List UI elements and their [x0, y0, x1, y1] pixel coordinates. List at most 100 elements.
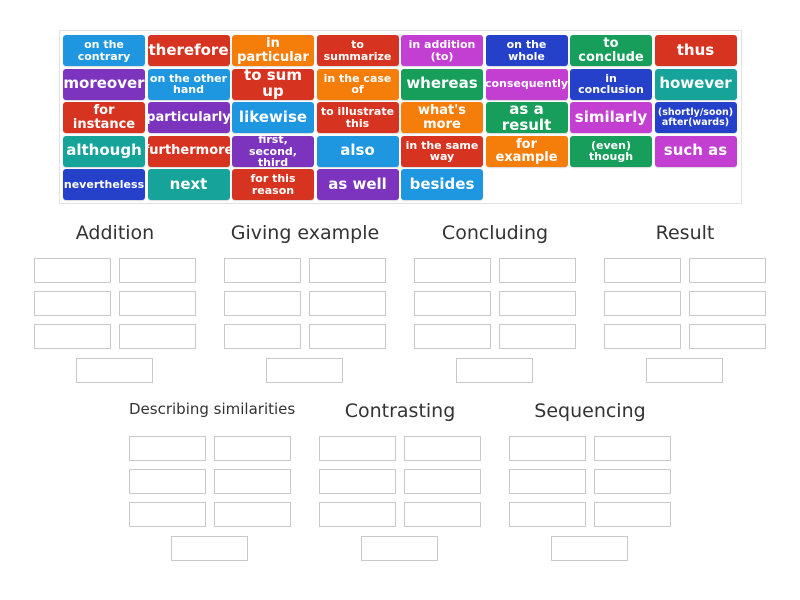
word-tile[interactable]: in the case of	[316, 68, 399, 100]
drop-slot-contrasting[interactable]	[319, 502, 396, 527]
word-tile[interactable]: for this reason	[232, 169, 314, 201]
drop-slot-sequencing[interactable]	[509, 502, 586, 527]
word-tile[interactable]: next	[147, 169, 230, 201]
drop-slot-addition[interactable]	[119, 258, 196, 283]
drop-slot-concluding[interactable]	[414, 324, 491, 349]
word-tile[interactable]: consequently	[485, 68, 568, 100]
drop-slot-concluding[interactable]	[414, 258, 491, 283]
word-tile[interactable]: likewise	[232, 102, 314, 134]
drop-slot-addition[interactable]	[119, 291, 196, 316]
word-tile[interactable]: furthermore	[147, 135, 230, 167]
drop-slot-contrasting[interactable]	[361, 536, 438, 561]
drop-slot-describing-similarities[interactable]	[214, 436, 291, 461]
word-tile[interactable]: such as	[654, 135, 737, 167]
word-tile[interactable]: moreover	[63, 68, 145, 100]
word-tile-label: for this reason	[250, 172, 296, 197]
drop-slot-giving-example[interactable]	[224, 258, 301, 283]
drop-slot-giving-example[interactable]	[224, 324, 301, 349]
word-tile[interactable]: in conclusion	[570, 68, 652, 100]
word-tile[interactable]: whereas	[401, 68, 483, 100]
drop-slot-result[interactable]	[646, 358, 723, 383]
drop-slot-describing-similarities[interactable]	[129, 436, 206, 461]
word-tile[interactable]: to summarize	[316, 35, 399, 66]
drop-slot-sequencing[interactable]	[551, 536, 628, 561]
word-tile-label: for example	[495, 136, 558, 166]
drop-slot-result[interactable]	[689, 324, 766, 349]
drop-slot-addition[interactable]	[119, 324, 196, 349]
word-tile-label: in addition (to)	[408, 37, 476, 63]
word-tile[interactable]: nevertheless	[63, 169, 145, 201]
drop-slot-result[interactable]	[689, 258, 766, 283]
word-tile[interactable]: to sum up	[232, 68, 314, 100]
drop-slot-addition[interactable]	[34, 258, 111, 283]
drop-slot-giving-example[interactable]	[309, 291, 386, 316]
word-tile[interactable]: in the same way	[401, 135, 483, 167]
word-tile-label: whereas	[406, 74, 478, 93]
word-tile[interactable]: although	[63, 135, 145, 167]
word-tile[interactable]: thus	[654, 35, 737, 66]
drop-slot-concluding[interactable]	[499, 291, 576, 316]
drop-slot-addition[interactable]	[34, 324, 111, 349]
word-tile[interactable]: as well	[316, 169, 399, 201]
word-tile[interactable]: to conclude	[570, 35, 652, 66]
word-tile[interactable]: (even) though	[570, 135, 652, 167]
drop-slot-giving-example[interactable]	[309, 324, 386, 349]
group-title-giving-example: Giving example	[230, 222, 380, 244]
drop-slot-sequencing[interactable]	[594, 436, 671, 461]
word-tile-label: such as	[663, 141, 728, 160]
word-tile[interactable]: particularly	[147, 102, 230, 134]
word-tile[interactable]: as a result	[485, 102, 568, 134]
group-title-contrasting: Contrasting	[344, 400, 456, 422]
word-tile[interactable]: for instance	[63, 102, 145, 134]
drop-slot-describing-similarities[interactable]	[214, 502, 291, 527]
drop-slot-describing-similarities[interactable]	[129, 469, 206, 494]
word-tile[interactable]: (shortly/soon) after(wards)	[654, 102, 737, 134]
word-tile-label: to conclude	[578, 35, 644, 65]
word-tile-label: on the contrary	[77, 37, 131, 63]
word-tile-label: besides	[409, 175, 475, 194]
drop-slot-describing-similarities[interactable]	[171, 536, 248, 561]
drop-slot-concluding[interactable]	[456, 358, 533, 383]
drop-slot-contrasting[interactable]	[404, 502, 481, 527]
drop-slot-giving-example[interactable]	[266, 358, 343, 383]
word-tile[interactable]: therefore	[147, 35, 230, 66]
drop-slot-addition[interactable]	[76, 358, 153, 383]
drop-slot-describing-similarities[interactable]	[129, 502, 206, 527]
drop-slot-giving-example[interactable]	[309, 258, 386, 283]
drop-slot-result[interactable]	[604, 324, 681, 349]
drop-slot-result[interactable]	[604, 291, 681, 316]
word-tile[interactable]: also	[316, 135, 399, 167]
drop-slot-describing-similarities[interactable]	[214, 469, 291, 494]
word-tile[interactable]: on the other hand	[147, 68, 230, 100]
word-tile[interactable]: besides	[401, 169, 483, 201]
drop-slot-concluding[interactable]	[414, 291, 491, 316]
word-tile[interactable]: on the whole	[485, 35, 568, 66]
drop-slot-contrasting[interactable]	[404, 436, 481, 461]
word-tile-label: in the same way	[405, 138, 479, 164]
word-tile[interactable]: for example	[485, 135, 568, 167]
drop-slot-contrasting[interactable]	[404, 469, 481, 494]
drop-slot-sequencing[interactable]	[509, 436, 586, 461]
word-tile[interactable]: to illustrate this	[316, 102, 399, 134]
word-tile[interactable]: first, second, third	[232, 135, 314, 167]
word-tile-label: to summarize	[323, 37, 392, 63]
drop-slot-addition[interactable]	[34, 291, 111, 316]
word-tile[interactable]: however	[654, 68, 737, 100]
drop-slot-sequencing[interactable]	[509, 469, 586, 494]
drop-slot-contrasting[interactable]	[319, 436, 396, 461]
drop-slot-sequencing[interactable]	[594, 502, 671, 527]
word-tile-label: to sum up	[244, 68, 302, 100]
word-tile[interactable]: similarly	[570, 102, 652, 134]
drop-slot-result[interactable]	[689, 291, 766, 316]
drop-slot-giving-example[interactable]	[224, 291, 301, 316]
word-tile[interactable]: on the contrary	[63, 35, 145, 66]
drop-slot-concluding[interactable]	[499, 258, 576, 283]
drop-slot-sequencing[interactable]	[594, 469, 671, 494]
group-title-describing-similarities: Describing similarities	[129, 400, 296, 418]
drop-slot-concluding[interactable]	[499, 324, 576, 349]
word-tile[interactable]: in particular	[232, 35, 314, 66]
drop-slot-contrasting[interactable]	[319, 469, 396, 494]
word-tile[interactable]: what's more	[401, 102, 483, 134]
word-tile[interactable]: in addition (to)	[401, 35, 483, 66]
drop-slot-result[interactable]	[604, 258, 681, 283]
